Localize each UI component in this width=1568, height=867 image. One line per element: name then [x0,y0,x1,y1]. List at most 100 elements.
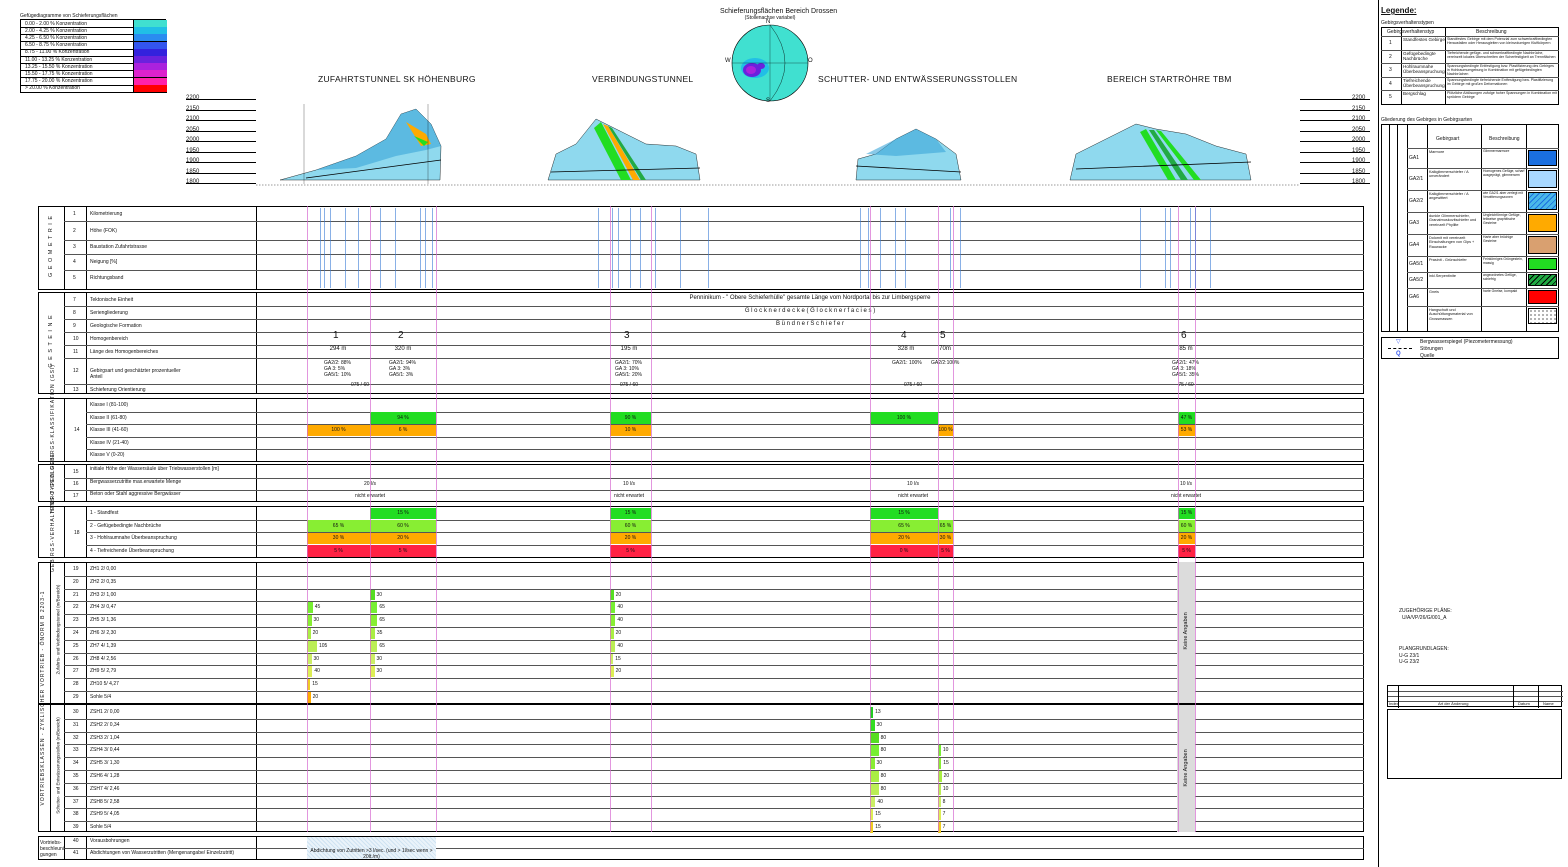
hydro-aggressive: nicht erwartet [613,493,644,499]
row-divider [64,306,1364,307]
vortrieb-bar [938,758,942,769]
row-label: ZH5 3/ 1,36 [90,617,117,624]
gvt-desc: Tiefreichende gefüge- und schwerkraftbed… [1447,50,1556,59]
homogen-mix: GA 3: 5% [324,366,346,372]
symbol-legend: ▽ Bergwasserspiegel (Piezometermessung) … [1381,337,1559,359]
water-icon: ▽ [1396,339,1401,345]
rev-datum-head: Datum [1518,701,1530,706]
elevation-line [1300,183,1370,184]
gsi-bar: 100 % [307,424,370,437]
vortrieb-section-label: VORTRIEBSKLASSEN - ZYKLISCHER VORTRIEB -… [40,590,46,806]
homogen-mix: GA5/1: 10% [324,372,351,378]
row-divider [64,614,1364,616]
geometry-tick [1140,208,1141,288]
homogen-mix: GA2/1: 47% [1172,360,1199,366]
geometry-tick [905,208,906,288]
keine-angaben-col-2: Keine Angaben [1177,705,1195,832]
hydro-block: HYDRO-GEOLOGIE [38,453,1364,513]
gvt-name: Standfestes Gebirge [1403,37,1445,42]
concentration-row: 2.00 - 4.25 % Konzentration [21,27,167,36]
gga-code: GA3 [1409,220,1420,226]
vortrieb-bar [307,692,311,703]
homogen-mix: GA 3: 10% [615,366,639,372]
gvt-name: Tiefreichende Überbeanspruchung [1403,77,1445,88]
station-line [651,206,652,832]
concentration-row: 6.50 - 8.75 % Konzentration [21,41,167,50]
row-number: 8 [73,309,76,316]
concentration-row: 15.50 - 17.75 % Konzentration [21,70,167,79]
verhalten-bar: 65 % [307,520,370,532]
gvt-num: 2 [1389,53,1392,60]
gga-name: Marmore [1429,150,1445,154]
revision-table: Index Art der Änderung Datum Name [1387,685,1563,708]
vortrieb-value: 13 [875,709,881,715]
concentration-row: 13.25 - 15.50 % Konzentration [21,63,167,72]
concentration-label: 2.00 - 4.25 % Konzentration [25,27,87,34]
geometry-tick [880,208,881,288]
verhalten-bar: 0 % [870,545,938,557]
keine-angaben-col-1: Keine Angaben [1177,562,1195,703]
gsi-bar-value: 6 % [398,427,408,434]
geometry-tick [330,208,331,288]
gga-swatch [1528,150,1557,166]
verhalten-bar: 15 % [870,507,938,519]
vortrieb-bar [370,602,378,614]
quelle-icon: Q [1396,351,1401,357]
verhalten-bar-value: 5 % [1182,547,1191,554]
row-number: 38 [73,811,79,818]
station-line [953,206,954,832]
vortrieb-value: 20 [312,694,319,700]
row-divider [64,319,1364,320]
row-label: ZSH4 3/ 0,44 [90,747,120,754]
verhalten-bar: 15 % [1178,507,1195,519]
verhalten-bar: 30 % [307,532,370,544]
row-label: ZSH2 2/ 0,34 [90,721,120,728]
vortrieb-bar [870,745,879,757]
gvt-desc: Standfestes Gebirge mit dem Potenzial zu… [1447,37,1553,45]
verhalten-bar-value: 20 % [1180,535,1193,542]
gvt-num: 4 [1389,80,1392,87]
row-label: ZH8 4/ 2,56 [90,655,117,662]
row-label: Richtungsband [90,275,124,281]
vortrieb-bar [938,809,941,821]
gvt-name: Bergschlag [1403,91,1426,97]
verhalten-bar-value: 20 % [397,535,409,542]
row-divider [64,639,1364,641]
gga-code: GA2/1 [1409,176,1424,182]
verhalten-type-label: 4 - Tiefreichende Überbeanspruchung [90,547,174,554]
vortrieb-value: 30 [876,760,883,767]
vortrieb-value: 40 [617,604,623,611]
verhalten-bar-value: 65 % [939,522,952,529]
elevation-line [186,162,256,163]
verhalten-bar-value: 60 % [1180,522,1193,529]
gga-swatch [1528,192,1557,210]
row-number: 2 [73,227,76,234]
profile-title-zufahrt: ZUFAHRTSTUNNEL SK HÖHENBURG [318,74,476,84]
vortrieb-bar [307,640,317,652]
row-divider [64,808,1364,810]
elevation-label: 2050 [1352,126,1366,133]
vortrieb-value: 15 [875,811,881,818]
verhalten-bar-value: 5 % [398,547,408,554]
verhalten-bar: 5 % [307,545,370,557]
concentration-label: 13.25 - 15.50 % Konzentration [25,63,93,70]
homogen-number: 2 [398,330,404,341]
concentration-row: 0.00 - 2.00 % Konzentration [21,20,167,28]
vortrieb-value: 15 [943,760,949,767]
row-number: 9 [73,322,76,329]
gga-name: inkl.Serpentinite [1429,274,1457,278]
profile-title-tbm: BEREICH STARTRÖHRE TBM [1107,74,1232,84]
vortrieb-value: 105 [319,642,328,649]
concentration-swatch [133,70,167,78]
elevation-label: 1850 [1352,168,1366,175]
row-label: Geologische Formation [90,322,142,329]
row-number: 4 [73,259,76,265]
row-number: 3 [73,244,76,250]
elevation-label: 1850 [186,168,200,175]
elevation-label: 1950 [186,147,200,154]
elevation-line [186,99,256,100]
station-line [1195,206,1196,832]
gvt-name: Gefügebedingte Nachbrüche [1403,50,1436,61]
elevation-line [186,183,256,184]
verhalten-bar-value: 20 % [898,535,910,542]
